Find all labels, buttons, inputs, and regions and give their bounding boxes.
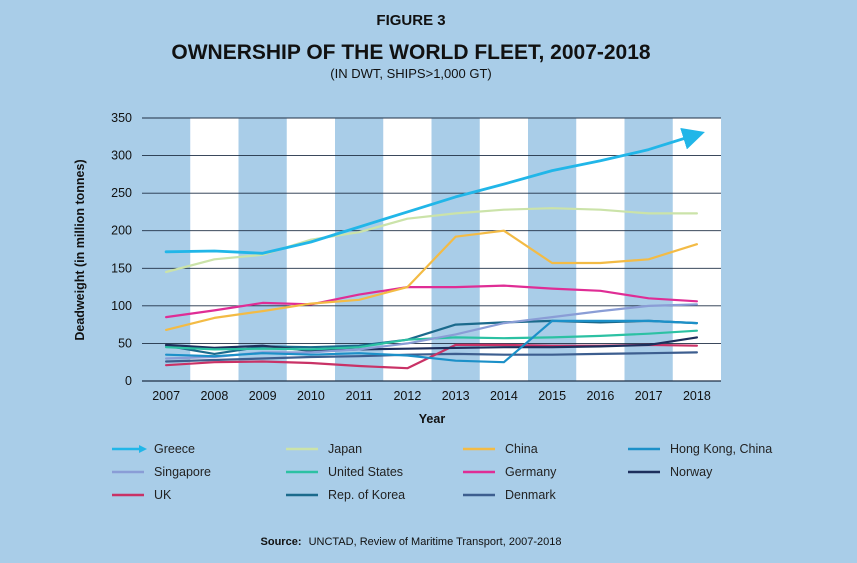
legend-label-united-states: United States xyxy=(328,465,403,479)
y-tick-label: 150 xyxy=(111,261,132,275)
chart-subtitle: (IN DWT, SHIPS>1,000 GT) xyxy=(330,66,491,81)
legend-label-germany: Germany xyxy=(505,465,557,479)
series-line-germany xyxy=(165,284,699,319)
x-tick-label: 2013 xyxy=(442,389,470,403)
series-line-china xyxy=(165,229,699,331)
legend-label-singapore: Singapore xyxy=(154,465,211,479)
y-tick-label: 0 xyxy=(125,374,132,388)
source-note: Source: UNCTAD, Review of Maritime Trans… xyxy=(261,536,562,548)
y-axis-ticks: 0 50 100 150 200 250 300 350 xyxy=(111,111,132,388)
legend-label-norway: Norway xyxy=(670,465,713,479)
x-tick-label: 2011 xyxy=(346,389,373,403)
x-tick-label: 2018 xyxy=(683,389,711,403)
x-tick-label: 2015 xyxy=(538,389,566,403)
y-tick-label: 200 xyxy=(111,224,132,238)
series-line-rep-of-korea xyxy=(165,319,699,355)
x-tick-label: 2007 xyxy=(152,389,180,403)
column-band-2010 xyxy=(286,118,335,381)
legend-label-hong-kong-china: Hong Kong, China xyxy=(670,442,772,456)
series-lines xyxy=(164,127,705,370)
x-tick-label: 2016 xyxy=(586,389,614,403)
legend-label-greece: Greece xyxy=(154,442,195,456)
x-tick-label: 2012 xyxy=(393,389,421,403)
series-line-norway xyxy=(165,336,699,352)
series-line-denmark xyxy=(165,351,699,363)
series-line-japan xyxy=(165,207,699,274)
figure-label: FIGURE 3 xyxy=(376,12,445,29)
x-tick-label: 2017 xyxy=(635,389,663,403)
legend-arrow-icon xyxy=(139,445,147,453)
series-line-hong-kong-china xyxy=(165,319,699,364)
y-tick-label: 350 xyxy=(111,111,132,125)
source-label: Source: xyxy=(261,536,302,548)
chart-title: OWNERSHIP OF THE WORLD FLEET, 2007-2018 xyxy=(171,41,651,64)
legend-label-china: China xyxy=(505,442,538,456)
x-tick-label: 2009 xyxy=(249,389,277,403)
y-tick-label: 100 xyxy=(111,299,132,313)
legend: Greece Japan China Hong Kong, China Singapor… xyxy=(112,442,772,502)
y-axis-label: Deadweight (in million tonnes) xyxy=(73,159,87,340)
column-band-2014 xyxy=(479,118,528,381)
x-tick-label: 2008 xyxy=(200,389,228,403)
legend-label-rep-of-korea: Rep. of Korea xyxy=(328,488,405,502)
column-band-2008 xyxy=(190,118,239,381)
x-tick-label: 2014 xyxy=(490,389,518,403)
legend-label-denmark: Denmark xyxy=(505,488,556,502)
y-tick-label: 50 xyxy=(118,336,132,350)
y-tick-label: 300 xyxy=(111,149,132,163)
series-line-greece xyxy=(164,127,705,255)
source-text: UNCTAD, Review of Maritime Transport, 20… xyxy=(309,536,562,548)
legend-label-japan: Japan xyxy=(328,442,362,456)
x-axis-ticks: 2007 2008 2009 2010 2011 2012 2013 2014 2015 2016… xyxy=(152,389,711,403)
y-tick-label: 250 xyxy=(111,186,132,200)
legend-label-uk: UK xyxy=(154,488,172,502)
x-axis-label: Year xyxy=(419,412,446,426)
column-bands xyxy=(190,118,721,381)
x-tick-label: 2010 xyxy=(297,389,325,403)
column-band-2012 xyxy=(383,118,432,381)
